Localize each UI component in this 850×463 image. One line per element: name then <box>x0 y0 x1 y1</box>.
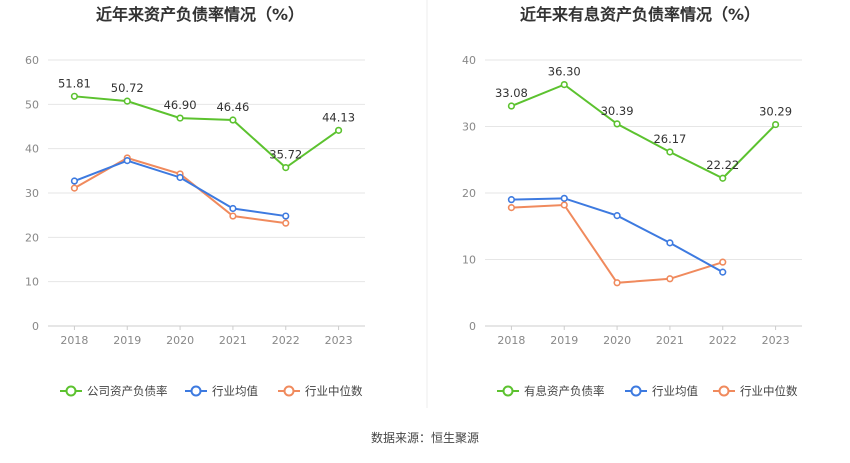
y-tick-label: 40 <box>25 143 39 156</box>
data-point <box>176 114 184 122</box>
legend-swatch-marker <box>630 385 642 397</box>
series-line-2 <box>74 159 286 218</box>
data-point <box>719 258 727 266</box>
data-point <box>560 201 568 209</box>
data-point <box>771 120 780 129</box>
data-point <box>70 177 79 185</box>
data-point <box>229 212 237 220</box>
legend-label: 行业均值 <box>212 384 258 398</box>
x-tick-label: 2023 <box>325 334 353 347</box>
legend-label: 行业中位数 <box>740 384 798 398</box>
legend-item: 行业中位数 <box>713 384 798 398</box>
y-tick-label: 10 <box>25 276 39 289</box>
legend-swatch-marker <box>65 385 77 397</box>
y-tick-label: 20 <box>462 187 476 200</box>
data-point <box>507 196 516 204</box>
y-tick-label: 30 <box>462 121 476 134</box>
y-tick-label: 60 <box>25 54 39 67</box>
data-point <box>666 275 674 283</box>
legend-item: 行业均值 <box>625 384 698 398</box>
data-label: 33.08 <box>495 86 528 100</box>
legend-label: 有息资产负债率 <box>524 384 605 398</box>
legend-label: 行业均值 <box>652 384 698 398</box>
data-point <box>334 126 343 134</box>
data-label: 50.72 <box>111 81 144 95</box>
data-point <box>560 194 568 202</box>
x-tick-label: 2021 <box>656 334 684 347</box>
data-point <box>229 116 237 124</box>
x-tick-label: 2023 <box>762 334 790 347</box>
data-point <box>613 212 621 220</box>
data-label: 51.81 <box>58 76 91 90</box>
legend-item: 公司资产负债率 <box>60 384 168 398</box>
data-point <box>282 219 290 227</box>
chart-title: 近年来资产负债率情况（%） <box>96 5 304 24</box>
x-tick-label: 2021 <box>219 334 247 347</box>
y-tick-label: 0 <box>32 320 39 333</box>
data-label: 36.30 <box>548 65 581 79</box>
data-point <box>507 204 516 212</box>
data-point <box>123 157 131 165</box>
legend-swatch-marker <box>190 385 202 397</box>
data-label: 35.72 <box>269 148 302 162</box>
y-tick-label: 40 <box>462 54 476 67</box>
series-line-2 <box>511 197 724 274</box>
legend-item: 行业均值 <box>185 384 258 398</box>
legend-label: 行业中位数 <box>305 384 363 398</box>
data-point <box>613 279 621 287</box>
y-tick-label: 50 <box>25 98 39 111</box>
data-point <box>507 102 516 110</box>
data-point <box>719 174 727 182</box>
y-tick-label: 20 <box>25 231 39 244</box>
data-label: 30.39 <box>601 104 634 118</box>
source-note: 数据来源：恒生聚源 <box>371 430 479 445</box>
legend-label: 公司资产负债率 <box>87 384 168 398</box>
x-tick-label: 2019 <box>113 334 141 347</box>
x-tick-label: 2020 <box>166 334 194 347</box>
y-tick-label: 0 <box>469 320 476 333</box>
data-point <box>70 92 79 100</box>
data-label: 30.29 <box>759 105 792 119</box>
data-label: 46.90 <box>164 98 197 112</box>
data-point <box>176 173 184 182</box>
data-point <box>666 148 674 156</box>
x-tick-label: 2019 <box>550 334 578 347</box>
series-line-1 <box>74 95 340 169</box>
data-point <box>613 120 621 128</box>
chart-2: 近年来有息资产负债率情况（%） 0 10 20 30 40 2018 2019 2020 2021… <box>462 5 802 398</box>
x-tick-label: 2022 <box>272 334 300 347</box>
series-line-1 <box>511 83 777 180</box>
chart-1: 近年来资产负债率情况（%） 0 10 20 30 40 50 60 2018 2019 2020 20… <box>25 5 365 398</box>
data-point <box>229 204 237 213</box>
y-tick-label: 10 <box>462 254 476 267</box>
legend-swatch-marker <box>718 385 730 397</box>
data-point <box>70 184 79 192</box>
x-tick-label: 2018 <box>497 334 525 347</box>
data-point <box>282 212 290 220</box>
legend-item: 有息资产负债率 <box>497 384 605 398</box>
data-point <box>666 239 674 247</box>
x-tick-label: 2018 <box>60 334 88 347</box>
data-label: 22.22 <box>706 158 739 172</box>
data-label: 46.46 <box>216 100 249 114</box>
data-label: 44.13 <box>322 110 355 124</box>
data-point <box>282 164 290 172</box>
x-tick-label: 2020 <box>603 334 631 347</box>
legend-swatch-marker <box>283 385 295 397</box>
y-tick-label: 30 <box>25 187 39 200</box>
legend-swatch-marker <box>502 385 514 397</box>
data-label: 26.17 <box>653 132 686 146</box>
data-point <box>560 81 568 89</box>
data-point <box>123 97 131 105</box>
legend-item: 行业中位数 <box>278 384 363 398</box>
x-tick-label: 2022 <box>709 334 737 347</box>
data-point <box>719 268 727 276</box>
chart-title: 近年来有息资产负债率情况（%） <box>520 5 760 24</box>
